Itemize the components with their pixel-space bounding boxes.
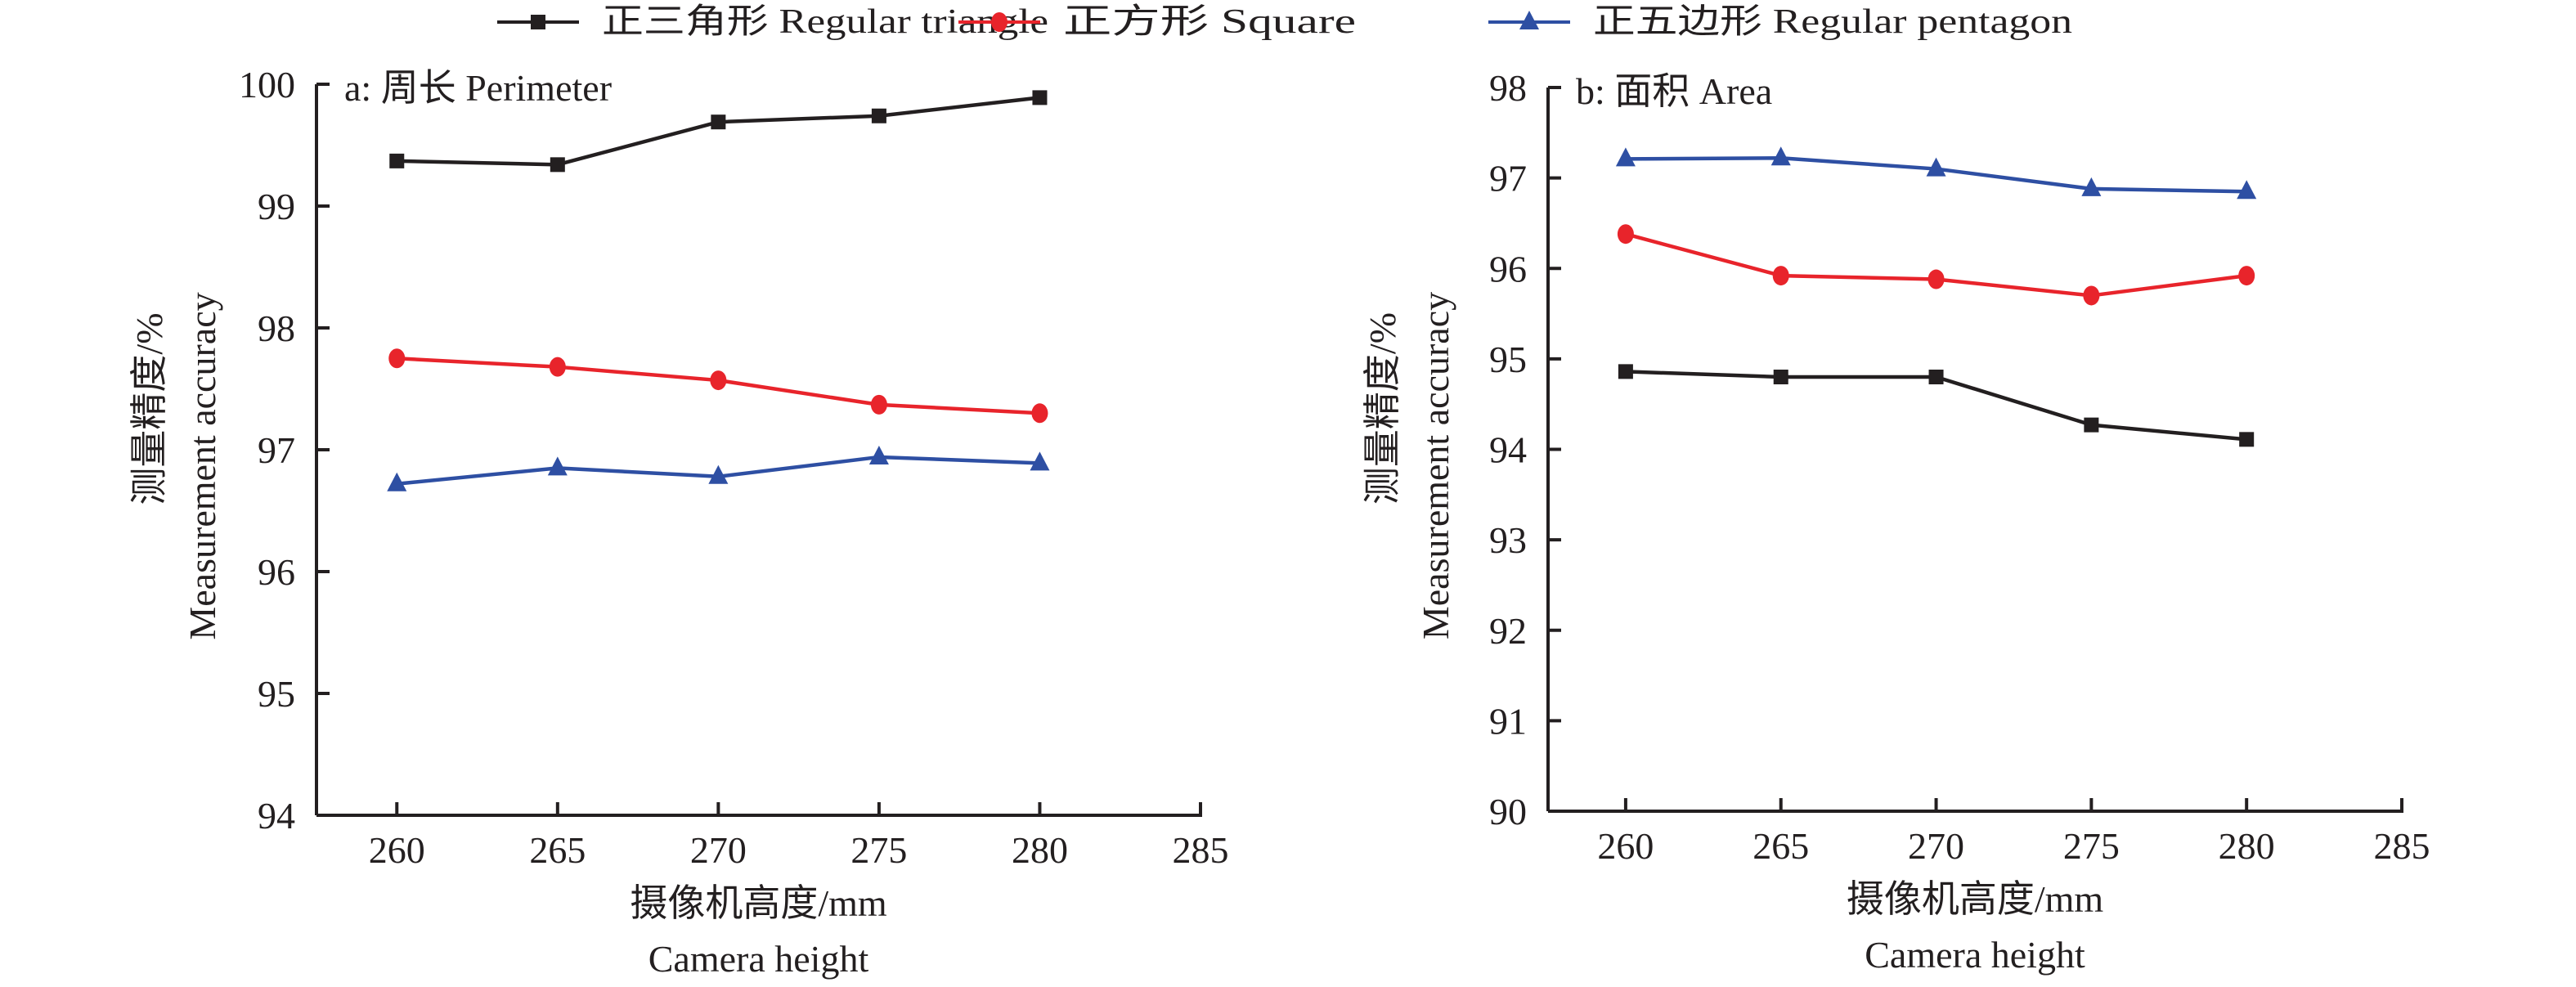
data-point — [2083, 285, 2100, 306]
x-tick-label: 265 — [529, 829, 586, 871]
y-tick-label: 98 — [258, 307, 295, 349]
data-point — [1772, 266, 1789, 286]
data-point — [2238, 266, 2255, 286]
y-axis-label-en: Measurement accuracy — [182, 292, 223, 639]
series-circle — [388, 348, 1048, 424]
data-point — [868, 445, 889, 464]
y-tick-label: 95 — [1489, 339, 1527, 380]
data-point — [1770, 146, 1791, 166]
data-point — [1928, 370, 1944, 384]
data-point — [2239, 432, 2255, 447]
data-point — [1030, 451, 1050, 471]
y-tick-label: 100 — [239, 64, 295, 105]
x-tick-label: 270 — [1908, 825, 1964, 867]
y-tick-label: 92 — [1489, 610, 1527, 652]
y-tick-label: 95 — [258, 673, 295, 715]
data-point — [711, 114, 726, 130]
x-tick-label: 275 — [2063, 825, 2120, 867]
x-axis-label-en: Camera height — [1865, 934, 2085, 976]
x-axis-label: 摄像机高度/mm — [630, 882, 887, 924]
x-axis-label-en: Camera height — [648, 938, 869, 980]
x-tick-label: 280 — [1012, 829, 1068, 871]
series-square — [1618, 364, 2255, 447]
chart-area: 90 91 92 93 94 95 96 97 98 260 265 270 275 280 285 b: 面… — [1362, 67, 2430, 976]
series-triangle — [387, 445, 1050, 491]
data-point — [549, 357, 566, 377]
data-point — [2081, 177, 2102, 196]
data-point — [2237, 180, 2257, 200]
y-axis-label: 测量精度/% — [128, 312, 170, 505]
x-tick-label: 280 — [2219, 825, 2275, 867]
series-triangle — [1615, 146, 2257, 200]
data-point — [388, 348, 406, 369]
y-axis-label-en: Measurement accuracy — [1415, 292, 1456, 639]
x-tick-label: 265 — [1752, 825, 1809, 867]
y-tick-label: 94 — [258, 795, 295, 837]
y-tick-label: 98 — [1489, 67, 1527, 109]
y-tick-label: 93 — [1489, 519, 1527, 561]
y-tick-label: 96 — [1489, 248, 1527, 289]
data-point — [1618, 364, 1633, 379]
y-tick-label: 99 — [258, 186, 295, 227]
data-point — [708, 464, 729, 484]
x-tick-label: 285 — [1173, 829, 1229, 871]
y-tick-label: 94 — [1489, 429, 1527, 471]
data-point — [1773, 370, 1788, 384]
y-tick-label: 96 — [258, 551, 295, 593]
legend-item: 正五边形 Regular pentagon — [1488, 3, 2072, 41]
x-tick-label: 260 — [369, 829, 425, 871]
y-axis-label: 测量精度/% — [1362, 312, 1403, 505]
data-point — [1615, 147, 1636, 167]
data-point — [710, 370, 727, 391]
data-point — [871, 108, 886, 123]
y-tick-label: 91 — [1489, 700, 1527, 742]
legend-label: 正方形 Square — [1063, 3, 1356, 41]
data-point — [2084, 417, 2099, 433]
data-point — [1617, 224, 1634, 245]
chart-title: b: 面积 Area — [1576, 70, 1772, 112]
series-circle — [1617, 224, 2255, 306]
legend-label: 正五边形 Regular pentagon — [1593, 3, 2072, 41]
y-tick-label: 97 — [1489, 158, 1527, 200]
data-point — [1928, 269, 1945, 289]
data-point — [1032, 90, 1048, 105]
legend-item: 正方形 Square — [958, 3, 1356, 41]
chart-perimeter: 94 95 96 97 98 99 100 260 265 270 275 280 285 a: 周长 P… — [128, 64, 1229, 980]
legend-marker-triangle — [1519, 11, 1539, 29]
data-point — [389, 153, 405, 168]
legend-marker-circle — [991, 12, 1008, 32]
legend: 正三角形 Regular triangle 正方形 Square 正五边形 Regu… — [497, 3, 2072, 41]
x-tick-label: 275 — [850, 829, 907, 871]
legend-marker-square — [531, 15, 545, 29]
data-point — [387, 472, 407, 491]
y-tick-label: 97 — [258, 429, 295, 471]
x-tick-label: 260 — [1597, 825, 1654, 867]
series-square — [389, 90, 1048, 173]
data-point — [1926, 157, 1946, 177]
data-point — [550, 157, 565, 173]
data-point — [1031, 403, 1048, 424]
x-tick-label: 270 — [690, 829, 747, 871]
chart-title: a: 周长 Perimeter — [344, 67, 612, 109]
x-axis-label: 摄像机高度/mm — [1847, 878, 2104, 920]
x-tick-label: 285 — [2374, 825, 2430, 867]
y-tick-label: 90 — [1489, 791, 1527, 832]
data-point — [547, 456, 568, 476]
data-point — [870, 394, 887, 415]
